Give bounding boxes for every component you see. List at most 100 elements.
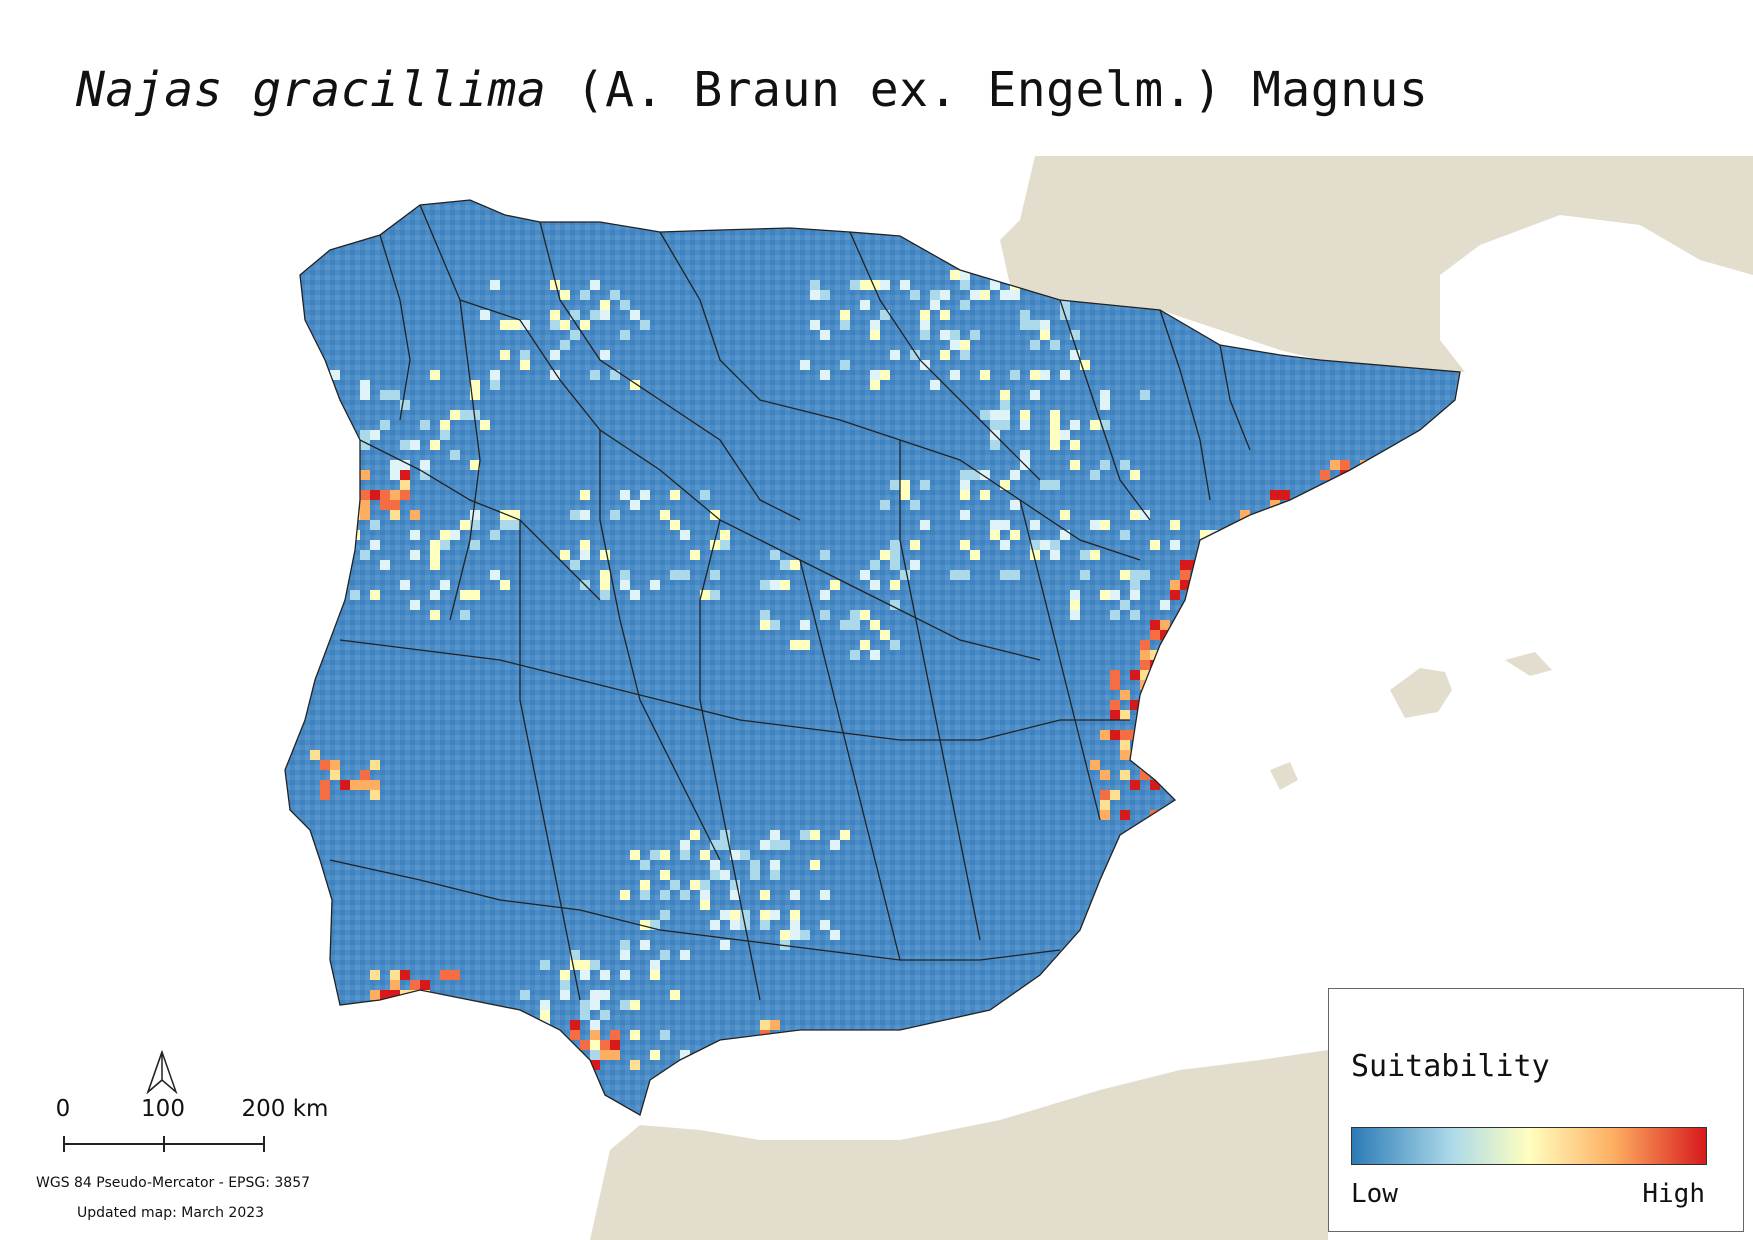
raster-cell bbox=[600, 550, 610, 560]
raster-cell bbox=[590, 1050, 600, 1060]
raster-cell bbox=[780, 930, 790, 940]
raster-cell bbox=[440, 420, 450, 430]
raster-cell bbox=[1030, 550, 1040, 560]
raster-cell bbox=[400, 400, 410, 410]
raster-cell bbox=[740, 1040, 750, 1050]
raster-cell bbox=[1340, 460, 1350, 470]
raster-cell bbox=[740, 1050, 750, 1060]
raster-cell bbox=[1000, 390, 1010, 400]
raster-cell bbox=[1070, 590, 1080, 600]
raster-cell bbox=[1040, 370, 1050, 380]
raster-cell bbox=[1200, 540, 1210, 550]
raster-cell bbox=[580, 490, 590, 500]
raster-cell bbox=[810, 320, 820, 330]
raster-cell bbox=[570, 1020, 580, 1030]
raster-cell bbox=[1110, 790, 1120, 800]
raster-cell bbox=[900, 490, 910, 500]
raster-cell bbox=[320, 390, 330, 400]
raster-cell bbox=[960, 540, 970, 550]
raster-cell bbox=[1060, 510, 1070, 520]
raster-cell bbox=[340, 470, 350, 480]
raster-cell bbox=[1210, 530, 1220, 540]
scale-bar: 0 100 200 km bbox=[50, 1096, 350, 1156]
raster-cell bbox=[470, 510, 480, 520]
raster-cell bbox=[1200, 580, 1210, 590]
raster-cell bbox=[670, 990, 680, 1000]
raster-cell bbox=[460, 590, 470, 600]
raster-cell bbox=[580, 550, 590, 560]
raster-cell bbox=[580, 1040, 590, 1050]
raster-cell bbox=[1000, 570, 1010, 580]
raster-cell bbox=[640, 490, 650, 500]
raster-cell bbox=[720, 530, 730, 540]
raster-cell bbox=[1340, 490, 1350, 500]
raster-cell bbox=[1150, 710, 1160, 720]
raster-cell bbox=[860, 300, 870, 310]
raster-cell bbox=[710, 1060, 720, 1070]
raster-cell bbox=[500, 320, 510, 330]
raster-cell bbox=[1200, 590, 1210, 600]
raster-cell bbox=[1260, 510, 1270, 520]
raster-cell bbox=[1260, 520, 1270, 530]
raster-cell bbox=[900, 570, 910, 580]
raster-cell bbox=[1070, 350, 1080, 360]
raster-cell bbox=[1310, 510, 1320, 520]
raster-cell bbox=[680, 840, 690, 850]
raster-cell bbox=[1070, 460, 1080, 470]
raster-cell bbox=[470, 380, 480, 390]
raster-cell bbox=[1140, 750, 1150, 760]
raster-cell bbox=[350, 470, 360, 480]
raster-cell bbox=[570, 1030, 580, 1040]
raster-cell bbox=[1110, 730, 1120, 740]
raster-cell bbox=[610, 1050, 620, 1060]
raster-cell bbox=[1180, 640, 1190, 650]
raster-cell bbox=[760, 840, 770, 850]
raster-cell bbox=[950, 570, 960, 580]
raster-cell bbox=[400, 480, 410, 490]
raster-cell bbox=[380, 420, 390, 430]
raster-cell bbox=[860, 640, 870, 650]
raster-cell bbox=[340, 520, 350, 530]
raster-cell bbox=[510, 520, 520, 530]
raster-cell bbox=[820, 610, 830, 620]
raster-cell bbox=[890, 560, 900, 570]
raster-cell bbox=[780, 840, 790, 850]
raster-cell bbox=[1330, 460, 1340, 470]
raster-cell bbox=[690, 830, 700, 840]
raster-cell bbox=[550, 350, 560, 360]
raster-cell bbox=[400, 440, 410, 450]
raster-cell bbox=[990, 530, 1000, 540]
raster-cell bbox=[620, 1000, 630, 1010]
raster-cell bbox=[1260, 550, 1270, 560]
raster-cell bbox=[700, 890, 710, 900]
raster-cell bbox=[390, 500, 400, 510]
raster-cell bbox=[1090, 550, 1100, 560]
raster-cell bbox=[390, 490, 400, 500]
raster-cell bbox=[620, 580, 630, 590]
raster-cell bbox=[640, 860, 650, 870]
raster-cell bbox=[570, 330, 580, 340]
raster-cell bbox=[1310, 520, 1320, 530]
raster-cell bbox=[790, 910, 800, 920]
raster-cell bbox=[970, 290, 980, 300]
raster-cell bbox=[1100, 590, 1110, 600]
raster-cell bbox=[1170, 580, 1180, 590]
raster-cell bbox=[820, 890, 830, 900]
raster-cell bbox=[1100, 460, 1110, 470]
raster-cell bbox=[620, 330, 630, 340]
raster-cell bbox=[410, 980, 420, 990]
raster-cell bbox=[880, 310, 890, 320]
raster-cell bbox=[630, 1000, 640, 1010]
raster-cell bbox=[1180, 560, 1190, 570]
raster-cell bbox=[380, 490, 390, 500]
raster-cell bbox=[310, 510, 320, 520]
raster-cell bbox=[920, 310, 930, 320]
raster-cell bbox=[1140, 740, 1150, 750]
raster-cell bbox=[1210, 560, 1220, 570]
raster-cell bbox=[900, 280, 910, 290]
raster-cell bbox=[510, 320, 520, 330]
raster-cell bbox=[720, 910, 730, 920]
raster-cell bbox=[1000, 400, 1010, 410]
raster-cell bbox=[540, 1010, 550, 1020]
raster-cell bbox=[570, 310, 580, 320]
